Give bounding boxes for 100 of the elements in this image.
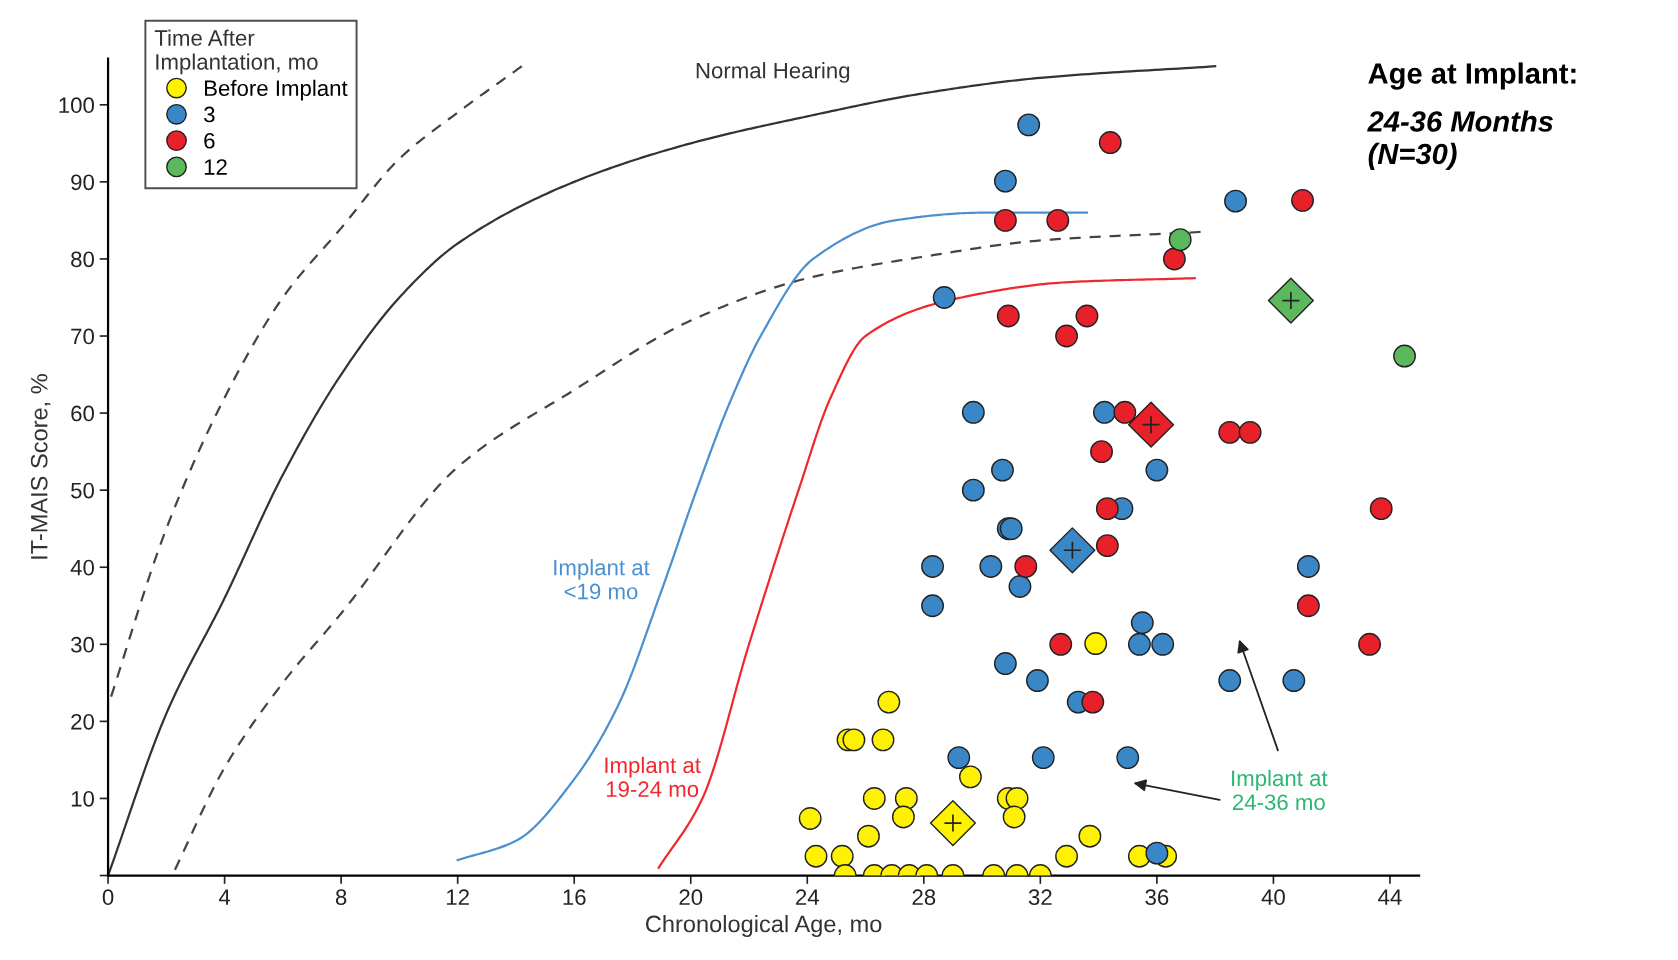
y-tick-label: 70 bbox=[71, 328, 94, 345]
y-tick-label: 60 bbox=[71, 405, 94, 422]
point bbox=[947, 746, 971, 770]
point bbox=[1113, 400, 1137, 424]
point bbox=[1098, 131, 1122, 155]
point bbox=[1130, 611, 1154, 635]
point bbox=[871, 728, 895, 752]
point bbox=[1296, 555, 1320, 578]
x-tick-label: 16 bbox=[563, 889, 586, 906]
annotation: Implant at <19 mo bbox=[554, 559, 650, 600]
point bbox=[1005, 786, 1029, 810]
point bbox=[993, 169, 1017, 193]
point bbox=[830, 844, 854, 868]
point bbox=[1116, 746, 1140, 770]
point bbox=[1095, 534, 1119, 558]
point bbox=[993, 652, 1017, 676]
point bbox=[1218, 420, 1242, 444]
point bbox=[1358, 632, 1382, 656]
point bbox=[1046, 208, 1070, 232]
point bbox=[1008, 575, 1032, 598]
x-tick-label: 40 bbox=[1261, 889, 1285, 906]
point bbox=[1049, 632, 1073, 656]
y-axis-title: IT-MAIS Score, % bbox=[30, 374, 51, 559]
text: 24-36 Months (N=30) bbox=[1367, 110, 1553, 171]
y-tick-label: 20 bbox=[71, 713, 94, 730]
point bbox=[921, 594, 945, 618]
y-tick-label: 30 bbox=[71, 636, 94, 653]
y-tick-label: 40 bbox=[70, 559, 94, 576]
point bbox=[1145, 458, 1169, 482]
legend-title: Time After Implantation, mo bbox=[154, 29, 318, 75]
point bbox=[1055, 324, 1079, 348]
point bbox=[1095, 497, 1119, 521]
x-tick-label: 28 bbox=[912, 889, 936, 906]
annotation: Normal Hearing bbox=[696, 62, 850, 83]
point bbox=[1025, 669, 1049, 692]
x-tick-label: 8 bbox=[335, 889, 347, 906]
point bbox=[932, 286, 956, 309]
point bbox=[1127, 401, 1175, 448]
point bbox=[1014, 555, 1038, 578]
point bbox=[1369, 497, 1393, 521]
point bbox=[804, 844, 828, 868]
y-tick-label: 80 bbox=[71, 251, 94, 268]
point bbox=[979, 555, 1003, 578]
point bbox=[1151, 632, 1175, 656]
point bbox=[1127, 632, 1151, 656]
point bbox=[1145, 841, 1169, 865]
point bbox=[1238, 420, 1262, 444]
point bbox=[877, 690, 901, 714]
point bbox=[1168, 228, 1192, 252]
point bbox=[1393, 344, 1416, 368]
point bbox=[961, 400, 985, 424]
chart-title: Age at Implant: bbox=[1368, 62, 1576, 90]
legend-label: 12 bbox=[204, 159, 227, 175]
point bbox=[1296, 594, 1320, 618]
point bbox=[1055, 844, 1079, 868]
point bbox=[842, 728, 866, 752]
y-tick-label: 10 bbox=[71, 790, 94, 807]
y-tick-label: 50 bbox=[71, 482, 94, 499]
point bbox=[1282, 669, 1306, 692]
point bbox=[1017, 113, 1041, 137]
x-tick-label: 4 bbox=[218, 889, 231, 905]
legend-label: 6 bbox=[204, 132, 215, 149]
x-axis-title: Chronological Age, mo bbox=[646, 914, 882, 937]
legend-label: Before Implant bbox=[205, 79, 348, 101]
x-tick-label: 44 bbox=[1378, 889, 1402, 905]
point bbox=[1218, 669, 1242, 692]
point bbox=[1291, 188, 1315, 212]
point bbox=[1081, 690, 1105, 714]
point bbox=[921, 555, 945, 578]
point bbox=[798, 807, 822, 830]
point bbox=[1092, 400, 1116, 424]
point bbox=[1267, 277, 1314, 324]
point bbox=[1031, 746, 1055, 770]
x-tick-label: 36 bbox=[1145, 889, 1169, 906]
x-tick-label: 12 bbox=[447, 889, 469, 905]
y-tick-label: 100 bbox=[59, 97, 94, 114]
point bbox=[1049, 527, 1096, 574]
point bbox=[993, 208, 1017, 232]
point bbox=[857, 824, 880, 848]
point bbox=[1084, 632, 1108, 655]
x-tick-label: 24 bbox=[796, 889, 819, 905]
point bbox=[958, 765, 982, 789]
point bbox=[891, 805, 915, 829]
point bbox=[1075, 304, 1099, 328]
annotation: Implant at 19-24 mo bbox=[605, 756, 701, 798]
point bbox=[1090, 440, 1113, 464]
legend-label: 3 bbox=[204, 106, 215, 123]
point bbox=[1078, 824, 1102, 848]
x-tick-label: 32 bbox=[1028, 889, 1052, 906]
point bbox=[1002, 805, 1026, 829]
point bbox=[961, 478, 985, 502]
x-tick-label: 0 bbox=[102, 889, 114, 906]
y-tick-label: 90 bbox=[71, 174, 94, 191]
point bbox=[929, 800, 977, 847]
point bbox=[1224, 189, 1247, 213]
annotation: Implant at 24-36 mo bbox=[1232, 769, 1328, 811]
x-tick-label: 20 bbox=[679, 889, 703, 906]
point bbox=[991, 458, 1014, 482]
point bbox=[996, 304, 1020, 328]
point bbox=[862, 786, 886, 810]
